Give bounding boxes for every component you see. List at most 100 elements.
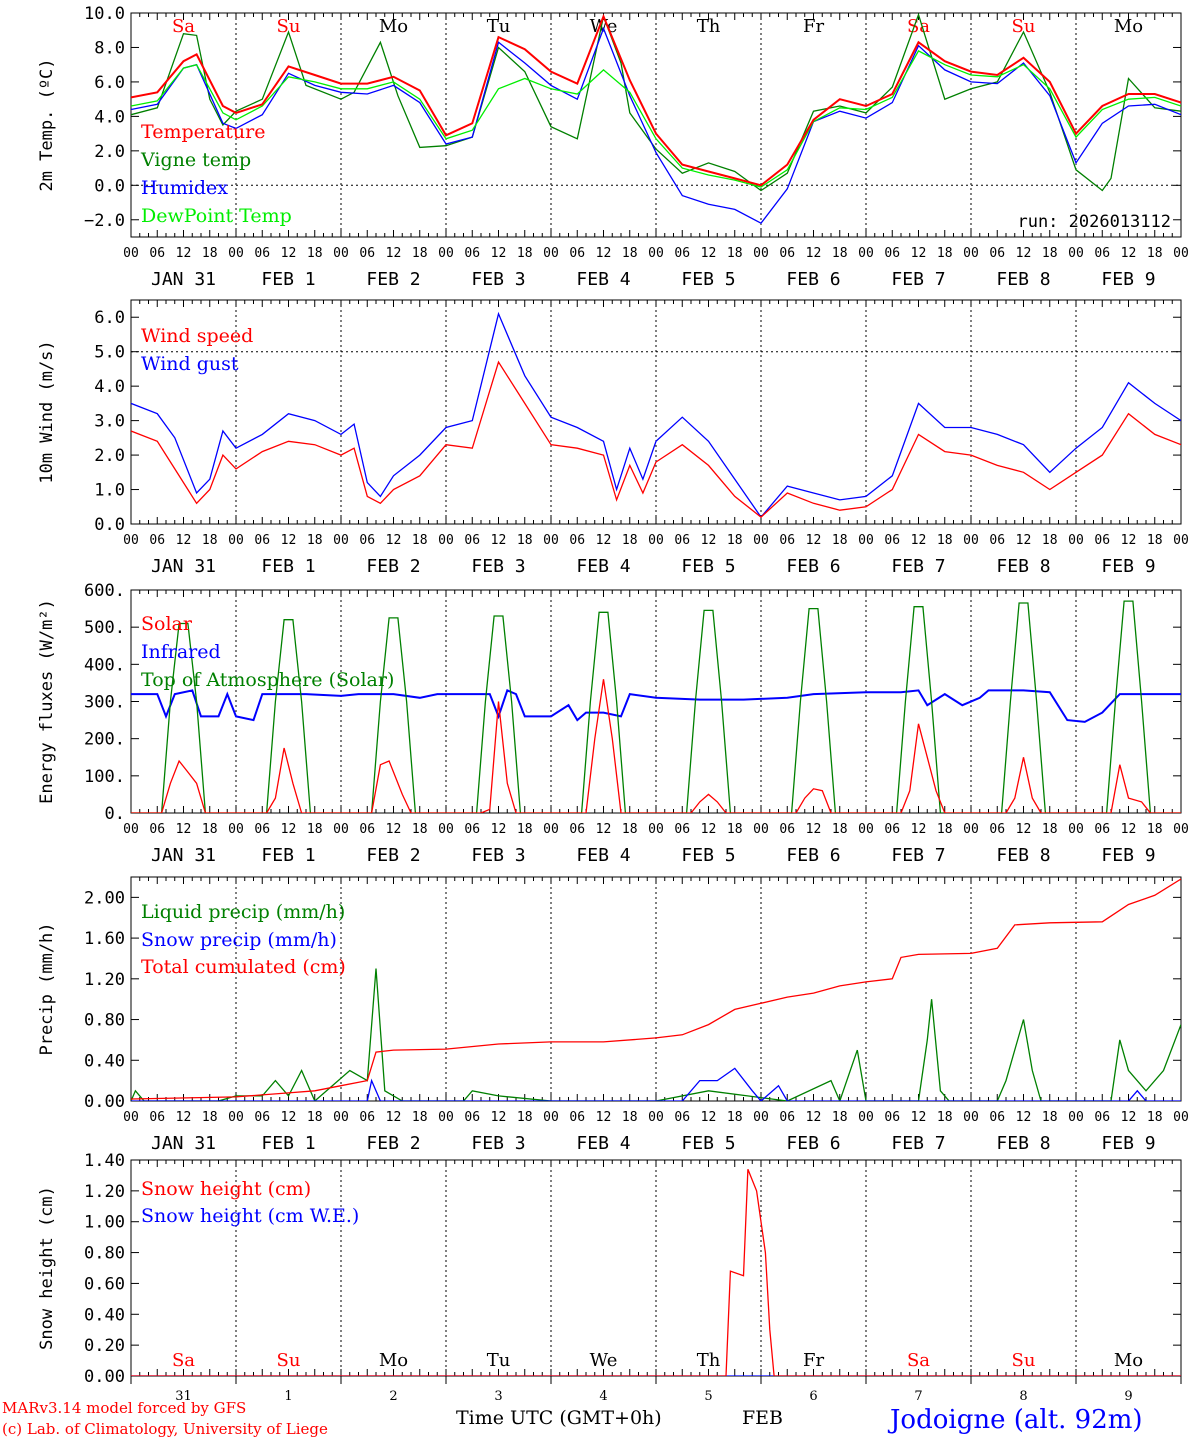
x-date-label: FEB 1 [261, 845, 315, 866]
day-of-week-label: Sa [172, 16, 195, 37]
series-line-wind-speed [131, 360, 1181, 518]
x-hour-label: 06 [884, 246, 900, 261]
day-of-week-label: Su [277, 1350, 301, 1371]
legend-entry: Solar [141, 613, 193, 635]
x-date-label: FEB 4 [576, 1133, 630, 1154]
x-hour-label: 12 [596, 1110, 612, 1125]
x-hour-label: 06 [359, 246, 375, 261]
x-hour-label: 00 [1068, 246, 1084, 261]
y-tick-label: 1.40 [84, 1151, 125, 1171]
x-hour-label: 18 [412, 246, 428, 261]
footer-month-label: FEB [742, 1407, 783, 1429]
legend-entry: Humidex [141, 177, 228, 199]
y-tick-label: −2.0 [84, 211, 125, 231]
x-hour-label: 12 [491, 822, 507, 837]
x-hour-label: 00 [228, 246, 244, 261]
y-tick-label: 5.0 [94, 343, 125, 363]
day-of-week-label: Sa [172, 1350, 195, 1371]
x-hour-label: 18 [622, 1110, 638, 1125]
y-tick-label: 4.0 [94, 107, 125, 127]
y-tick-label: 8.0 [94, 38, 125, 58]
x-date-label: FEB 2 [366, 845, 420, 866]
x-hour-label: 18 [1042, 246, 1058, 261]
x-hour-label: 12 [806, 1110, 822, 1125]
x-hour-label: 12 [1016, 1110, 1032, 1125]
x-hour-label: 06 [464, 1110, 480, 1125]
x-hour-label: 18 [202, 822, 218, 837]
legend-entry: Snow height (cm W.E.) [141, 1205, 359, 1227]
x-date-label: FEB 4 [576, 845, 630, 866]
x-hour-label: 00 [228, 822, 244, 837]
x-hour-label: 00 [333, 822, 349, 837]
x-hour-label: 12 [806, 533, 822, 548]
x-hour-label: 06 [989, 822, 1005, 837]
x-hour-label: 00 [333, 246, 349, 261]
y-tick-label: 100. [84, 767, 125, 787]
x-date-label: FEB 5 [681, 269, 735, 290]
x-hour-label: 12 [281, 822, 297, 837]
x-date-label: FEB 9 [1101, 1133, 1155, 1154]
x-hour-label: 18 [1147, 246, 1163, 261]
x-hour-label: 00 [438, 1110, 454, 1125]
x-hour-label: 00 [963, 822, 979, 837]
panel-1: 6.0 5.0 4.0 3.0 2.0 1.0 0.0 10m Wind (m/s) 00 06 1… [37, 299, 1189, 577]
day-of-week-label: Th [697, 16, 721, 37]
y-axis-label: 2m Temp. (ºC) [37, 58, 57, 191]
day-of-week-label: Sa [907, 1350, 930, 1371]
x-hour-label: 06 [464, 822, 480, 837]
x-hour-label: 00 [1173, 533, 1189, 548]
x-hour-label: 12 [386, 822, 402, 837]
footer-model: MARv3.14 model forced by GFS [2, 1399, 246, 1417]
y-tick-label: 1.0 [94, 481, 125, 501]
footer-credit: (c) Lab. of Climatology, University of L… [2, 1420, 328, 1438]
y-tick-label: 0.00 [84, 1092, 125, 1112]
x-hour-label: 12 [1121, 1110, 1137, 1125]
x-hour-label: 06 [989, 246, 1005, 261]
run-annotation: run: 2026013112 [1017, 212, 1171, 232]
x-hour-label: 00 [123, 1110, 139, 1125]
x-hour-label: 18 [832, 1110, 848, 1125]
y-tick-label: 0.40 [84, 1051, 125, 1071]
x-hour-label: 00 [333, 533, 349, 548]
day-of-week-label: Su [277, 16, 301, 37]
x-hour-label: 12 [386, 246, 402, 261]
x-hour-label: 00 [1068, 533, 1084, 548]
y-tick-label: 2.0 [94, 446, 125, 466]
y-tick-label: 0.60 [84, 1274, 125, 1294]
series-line-temperature [131, 13, 1181, 187]
x-hour-label: 06 [149, 1110, 165, 1125]
y-tick-label: 0. [105, 804, 125, 824]
x-hour-label: 12 [176, 1110, 192, 1125]
panel-3: 2.00 1.60 1.20 0.80 0.40 0.00 Precip (mm/h) 00 0… [37, 876, 1189, 1154]
x-hour-label: 06 [674, 533, 690, 548]
x-hour-label: 18 [937, 246, 953, 261]
x-hour-label: 06 [254, 822, 270, 837]
y-axis-label: Snow height (cm) [37, 1186, 57, 1350]
x-date-label: FEB 3 [471, 269, 525, 290]
y-tick-label: 0.0 [94, 176, 125, 196]
x-hour-label: 12 [491, 246, 507, 261]
y-axis-label: Precip (mm/h) [37, 922, 57, 1055]
panel-0: 10.0 8.0 6.0 4.0 2.0 0.0 −2.0 2m Temp. (ºC) 00 06… [37, 4, 1189, 290]
x-date-label: FEB 6 [786, 556, 840, 577]
legend-entry: Wind gust [141, 353, 239, 375]
x-hour-label: 12 [701, 822, 717, 837]
x-hour-label: 18 [1042, 533, 1058, 548]
day-number-label: 6 [809, 1389, 817, 1404]
x-hour-label: 06 [569, 1110, 585, 1125]
day-of-week-label: Mo [1114, 1350, 1143, 1371]
x-hour-label: 06 [464, 533, 480, 548]
y-tick-label: 0.0 [94, 515, 125, 535]
y-tick-label: 2.0 [94, 142, 125, 162]
x-hour-label: 18 [517, 533, 533, 548]
x-hour-label: 12 [596, 822, 612, 837]
x-date-label: FEB 5 [681, 556, 735, 577]
x-hour-label: 12 [596, 246, 612, 261]
x-date-label: FEB 3 [471, 1133, 525, 1154]
day-of-week-label: Su [1012, 16, 1036, 37]
x-hour-label: 06 [779, 246, 795, 261]
x-hour-label: 18 [517, 822, 533, 837]
y-tick-label: 10.0 [84, 4, 125, 24]
y-tick-label: 0.20 [84, 1336, 125, 1356]
